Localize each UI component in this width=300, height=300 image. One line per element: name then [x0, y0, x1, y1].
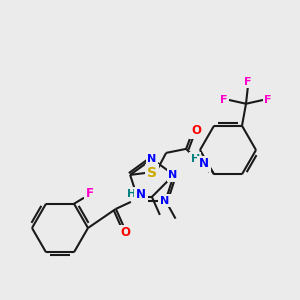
Text: O: O: [191, 124, 201, 137]
Text: H: H: [190, 154, 200, 164]
Text: F: F: [264, 95, 272, 105]
Text: O: O: [121, 226, 131, 239]
Text: N: N: [160, 196, 169, 206]
Text: N: N: [199, 158, 209, 170]
Text: F: F: [244, 77, 252, 87]
Text: N: N: [168, 170, 178, 180]
Text: F: F: [86, 187, 94, 200]
Text: F: F: [220, 95, 228, 105]
Text: H: H: [127, 189, 136, 199]
Text: N: N: [136, 188, 146, 201]
Text: S: S: [147, 166, 157, 180]
Text: N: N: [147, 154, 157, 164]
